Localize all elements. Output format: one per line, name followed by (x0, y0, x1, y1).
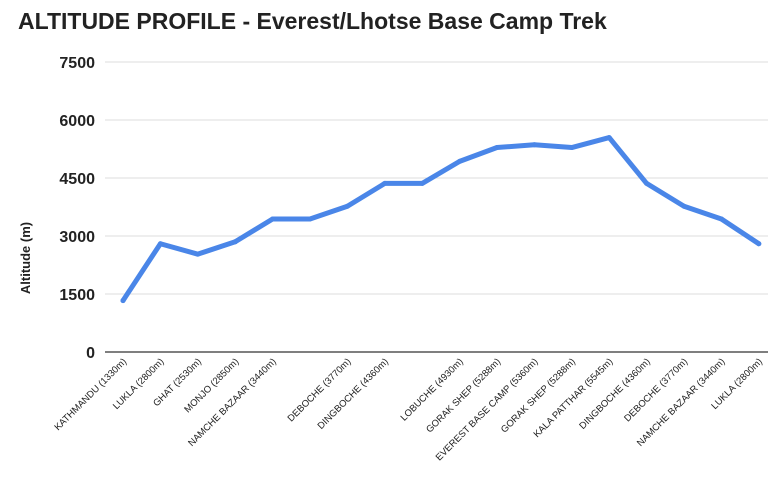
y-tick-label: 1500 (59, 287, 95, 304)
series-group (120, 135, 762, 304)
x-tick-label: GORAK SHEP (5288m) (424, 356, 503, 435)
y-axis-ticks: 0 1500 3000 4500 6000 7500 (59, 55, 95, 362)
y-tick-label: 4500 (59, 171, 95, 188)
data-point (606, 135, 612, 141)
x-tick-label: DINGBOCHE (4360m) (577, 356, 652, 431)
data-point (644, 180, 650, 186)
x-axis-ticks: KATHMANDU (1330m)LUKLA (2800m)GHAT (2530… (52, 356, 765, 463)
data-point (531, 142, 537, 148)
x-tick-label: KATHMANDU (1330m) (52, 356, 129, 433)
data-point (494, 145, 500, 151)
data-point (569, 145, 575, 151)
data-point (195, 251, 201, 257)
data-point (307, 216, 313, 222)
series-line (120, 135, 762, 304)
y-axis-label: Altitude (m) (18, 222, 33, 294)
x-tick-label: DEBOCHE (3770m) (286, 356, 354, 424)
x-tick-label: DEBOCHE (3770m) (622, 356, 690, 424)
data-point (419, 180, 425, 186)
y-tick-label: 3000 (59, 229, 95, 246)
data-point (270, 216, 276, 222)
data-point (120, 298, 126, 304)
x-tick-label: GORAK SHEP (5288m) (499, 356, 578, 435)
chart-title: ALTITUDE PROFILE - Everest/Lhotse Base C… (18, 8, 607, 34)
y-tick-label: 6000 (59, 113, 95, 130)
y-tick-label: 7500 (59, 55, 95, 72)
data-point (457, 158, 463, 164)
y-tick-label: 0 (86, 345, 95, 362)
grid-lines (105, 61, 768, 353)
data-point (756, 241, 762, 247)
data-point (344, 203, 350, 209)
data-point (232, 239, 238, 245)
data-point (718, 216, 724, 222)
data-point (681, 203, 687, 209)
x-tick-label: DINGBOCHE (4360m) (316, 356, 391, 431)
data-point (382, 180, 388, 186)
x-tick-label: LOBUCHE (4930m) (399, 356, 466, 423)
data-point (157, 241, 163, 247)
